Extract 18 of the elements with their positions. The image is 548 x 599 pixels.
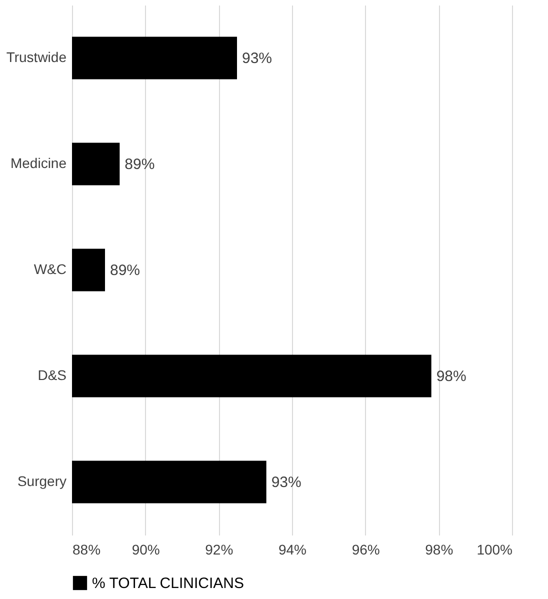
y-tick-label: Trustwide bbox=[6, 49, 67, 65]
y-tick-label: D&S bbox=[38, 367, 66, 383]
data-label: 93% bbox=[271, 474, 302, 491]
y-tick-label: Medicine bbox=[10, 155, 67, 171]
x-tick-label: 92% bbox=[205, 542, 234, 558]
x-tick-label: 88% bbox=[72, 542, 101, 558]
data-label: 98% bbox=[436, 368, 466, 385]
data-label: 89% bbox=[124, 156, 155, 173]
x-tick-label: 98% bbox=[425, 542, 454, 558]
x-tick-label: 94% bbox=[278, 542, 307, 558]
data-label: 89% bbox=[110, 262, 140, 279]
data-label: 93% bbox=[242, 50, 272, 67]
x-tick-label: 100% bbox=[476, 542, 512, 558]
x-tick-label: 90% bbox=[132, 542, 160, 558]
legend-label: % TOTAL CLINICIANS bbox=[92, 575, 244, 592]
y-tick-label: W&C bbox=[34, 261, 66, 277]
y-tick-label: Surgery bbox=[17, 473, 66, 489]
x-tick-label: 96% bbox=[352, 542, 380, 558]
